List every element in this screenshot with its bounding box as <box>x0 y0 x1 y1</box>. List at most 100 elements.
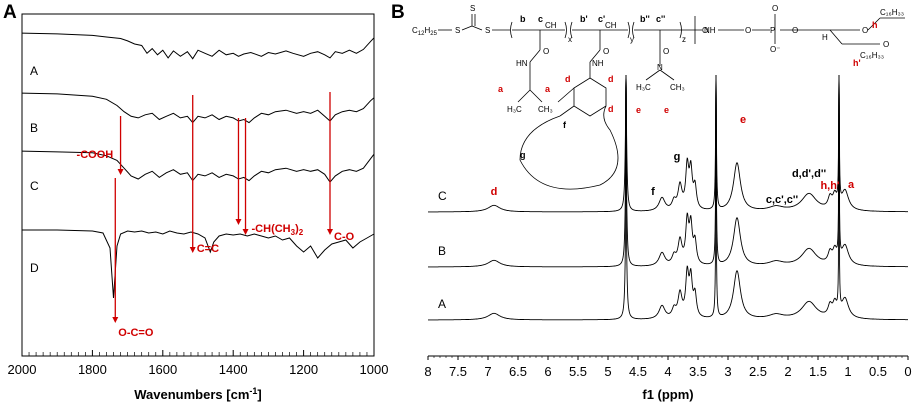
tick-label: 0 <box>904 364 911 379</box>
ir-trace-C <box>21 150 375 183</box>
ir-trace-B <box>21 92 375 124</box>
proton-label: d <box>608 104 614 114</box>
structure-bond <box>829 29 843 45</box>
tick-label: 2000 <box>8 362 37 377</box>
atom-label: H₃C <box>636 83 651 92</box>
monomer-label: b'' <box>640 14 650 24</box>
benzene-ring <box>573 77 607 117</box>
nmr-peak-label: e <box>740 114 746 126</box>
sulfur-atom: S <box>470 4 475 13</box>
ir-trace-label: C <box>30 179 39 193</box>
atom-label: O <box>745 26 751 35</box>
annotation-ester: O-C=O <box>118 327 154 339</box>
atom-label: O <box>663 47 669 56</box>
chemical-structure-labels: C12H25 S S S b c b' c' b'' c'' x y z CH … <box>412 4 904 160</box>
tick-label: 1600 <box>148 362 177 377</box>
nmr-trace-label: A <box>438 297 446 311</box>
panel-a-arrows: -COOH C=C -CH(CH3)2 C-O O-C=O <box>77 92 355 339</box>
tick-label: 8 <box>424 364 431 379</box>
monomer-label: b' <box>580 14 588 24</box>
nmr-peak-label: f <box>651 186 655 198</box>
crown-ether-ring <box>519 105 619 190</box>
tick-label: 7.5 <box>449 364 467 379</box>
chain-end-label: C12H25 <box>412 26 438 37</box>
chemical-structure <box>438 14 905 190</box>
tick-label: 1 <box>844 364 851 379</box>
tick-label: 7 <box>484 364 491 379</box>
sulfur-atom: S <box>485 26 490 35</box>
ir-trace-label: A <box>30 64 38 78</box>
panel-letter-a: A <box>3 2 17 23</box>
proton-label: d <box>608 74 614 84</box>
atom-label: O⁻ <box>770 45 780 54</box>
atom-label: NH <box>592 59 604 68</box>
structure-bond <box>557 87 575 103</box>
annotation-cc: C=C <box>197 243 219 255</box>
subscript-label: z <box>682 35 686 44</box>
nmr-peak-label: h,h' <box>820 180 839 192</box>
structure-bracket <box>632 21 635 39</box>
proton-label: g <box>520 150 526 160</box>
atom-label: O <box>772 4 778 13</box>
atom-label: CH₃ <box>670 83 685 92</box>
arrow-head <box>242 229 249 235</box>
proton-label: e <box>636 105 641 115</box>
panel-a-trace-labels: A B C D <box>30 64 39 275</box>
atom-label: O <box>862 26 868 35</box>
annotation-cooh: -COOH <box>77 149 114 161</box>
arrow-head <box>327 229 333 235</box>
structure-bond <box>659 69 675 81</box>
panel-letter-b: B <box>391 2 405 23</box>
panel-a-xlabel: Wavenumbers [cm-1] <box>134 386 261 402</box>
atom-label: O <box>702 26 708 35</box>
nmr-peak-label: d <box>491 186 498 198</box>
tick-label: 4 <box>664 364 671 379</box>
monomer-label: c' <box>598 14 605 24</box>
structure-bond <box>589 49 601 63</box>
structure-bracket <box>679 21 682 39</box>
tick-label: 6.5 <box>509 364 527 379</box>
atom-label: H₃C <box>507 105 522 114</box>
panel-a-frame <box>21 13 375 357</box>
panel-b-peak-labels: d f g e c,c',c'' d,d',d''h,h' a <box>491 114 855 206</box>
tick-label: 5 <box>604 364 611 379</box>
nmr-trace-label: C <box>438 189 447 203</box>
tick-label: 3 <box>724 364 731 379</box>
tick-label: 0.5 <box>869 364 887 379</box>
structure-bond <box>559 105 575 117</box>
tick-label: 5.5 <box>569 364 587 379</box>
arrow-head <box>117 169 124 175</box>
atom-label: O <box>543 47 549 56</box>
tick-label: 6 <box>544 364 551 379</box>
atom-label: HN <box>516 59 528 68</box>
ir-trace-label: B <box>30 121 38 135</box>
atom-label: CH₃ <box>538 105 553 114</box>
sulfur-atom: S <box>455 26 460 35</box>
nmr-trace-A <box>428 74 908 321</box>
panel-b-traces <box>428 74 908 321</box>
proton-label: d <box>565 74 571 84</box>
arrow-head <box>112 317 119 323</box>
atom-label: O <box>603 47 609 56</box>
nmr-peak-label: c,c',c'' <box>766 194 799 206</box>
structure-bracket <box>570 21 573 39</box>
structure-bond <box>645 69 661 81</box>
structure-bond <box>529 89 543 103</box>
panel-a-ticks: 2000 1800 1600 1400 1200 1000 <box>8 350 388 377</box>
panel-a-traces <box>21 32 375 299</box>
panel-b-ticks: 8 7.5 7 6.5 6 5.5 5 4.5 4 3.5 3 2.5 2 1.5 1 0.5 0 <box>424 356 912 379</box>
atom-label: N <box>657 63 663 72</box>
tick-label: 3.5 <box>689 364 707 379</box>
nmr-trace-B <box>428 74 908 268</box>
annotation-co: C-O <box>334 231 355 243</box>
atom-label: CH <box>605 21 617 30</box>
subscript-label: y <box>630 35 634 44</box>
atom-label: C₁₆H₃₃ <box>860 51 884 60</box>
tick-label: 1400 <box>219 362 248 377</box>
structure-bond <box>529 49 541 63</box>
monomer-label: c <box>538 14 543 24</box>
panel-b-xlabel: f1 (ppm) <box>642 387 693 402</box>
arrow-head <box>235 219 242 225</box>
atom-label: P <box>770 26 775 35</box>
